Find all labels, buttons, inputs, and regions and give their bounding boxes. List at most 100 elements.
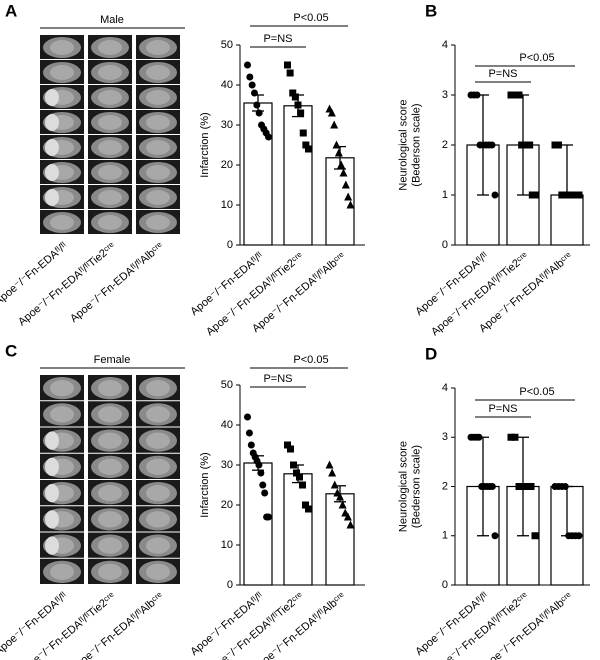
mri-slice-core [50,65,74,80]
data-point [330,120,339,129]
data-point [255,109,263,117]
mri-lesion [45,189,59,206]
data-point [284,441,291,449]
data-point [491,191,499,199]
mri-slice-core [98,215,122,230]
data-point [336,492,344,501]
y-tick-label: 2 [442,480,448,492]
data-point [327,108,336,117]
y-tick-label: 0 [227,239,233,251]
mri-slice-core [146,65,170,80]
significance-label: P=NS [488,403,517,415]
mri-slice-core [98,115,122,130]
image-column-label: Apoe⁻/⁻Fn-EDAᶠˡ/ᶠˡAlbᶜʳᵉ [68,240,166,325]
y-axis-label: Infarction (%) [199,452,211,517]
data-point [330,480,339,489]
significance-label: P<0.05 [519,52,554,64]
y-tick-label: 0 [442,239,448,251]
data-point [302,141,310,149]
y-tick-label: 50 [221,379,233,391]
image-title: Male [100,14,124,26]
mri-slice-core [98,485,122,502]
bar [283,105,313,246]
data-point [554,141,562,149]
y-tick-label: 20 [221,499,233,511]
panel-letter: C [5,341,17,360]
x-tick-label: Apoe⁻/⁻Fn-EDAᶠˡ/ᶠˡ [188,590,266,658]
mri-slice-core [146,485,170,502]
data-point [526,141,534,149]
data-point [247,441,255,449]
data-point [302,501,309,509]
mri-slice-core [98,190,122,205]
data-point [531,532,539,540]
mri-lesion [45,457,59,476]
bar [283,473,313,586]
image-column-label: Apoe⁻/⁻Fn-EDAᶠˡ/ᶠˡTie2ᶜʳᵉ [16,240,118,328]
mri-slice-core [146,406,170,423]
bar [550,194,584,246]
data-point [293,469,300,477]
data-point [338,500,347,509]
data-point [296,473,303,481]
y-tick-label: 20 [221,159,233,171]
mri-slice-core [98,563,122,580]
data-point [473,91,481,99]
data-point [515,91,523,99]
data-point [346,520,355,529]
mri-slice-core [98,537,122,554]
y-tick-label: 2 [442,139,448,151]
y-tick-label: 4 [442,39,448,51]
data-point [527,483,535,490]
bar [325,157,355,246]
error-bar [561,144,573,196]
bar [325,493,355,586]
mri-slice-core [98,140,122,155]
data-point [257,469,265,477]
mri-slice-core [146,140,170,155]
significance-label: P=NS [263,33,292,45]
y-tick-label: 3 [442,89,448,101]
data-point [255,461,263,469]
data-point [244,61,251,69]
mri-slice-core [146,432,170,449]
significance-label: P<0.05 [293,12,328,24]
data-point [519,483,527,490]
y-tick-label: 0 [442,579,448,591]
data-point [294,101,302,109]
mri-lesion [45,89,59,106]
mri-slice-core [146,511,170,528]
mri-slice-core [146,380,170,397]
mri-slice-core [98,40,122,55]
significance-label: P<0.05 [519,386,554,398]
data-point [305,145,312,153]
y-axis-label: (Bederson scale) [410,445,422,528]
mri-slice-core [146,190,170,205]
significance-label: P<0.05 [293,354,328,366]
mri-slice-core [146,215,170,230]
y-axis-label: Infarction (%) [199,112,211,177]
mri-slice-core [98,380,122,397]
mri-slice-core [146,40,170,55]
data-point [343,512,352,521]
y-tick-label: 1 [442,189,448,201]
data-point [251,89,258,97]
data-point [334,148,343,157]
panel-letter: A [5,1,17,20]
mri-lesion [45,164,59,181]
data-point [286,69,294,77]
bar [243,462,273,586]
data-point [523,483,531,490]
mri-slice-core [50,40,74,55]
y-axis-label: Neurological score [397,441,409,532]
data-point [246,73,254,81]
data-point [337,160,346,169]
mri-slice-core [146,115,170,130]
mri-lesion [45,431,59,450]
mri-slice-core [50,215,74,230]
data-point [346,200,355,209]
mri-lesion [45,484,59,503]
y-tick-label: 30 [221,459,233,471]
mri-lesion [45,510,59,529]
y-tick-label: 4 [442,382,448,394]
